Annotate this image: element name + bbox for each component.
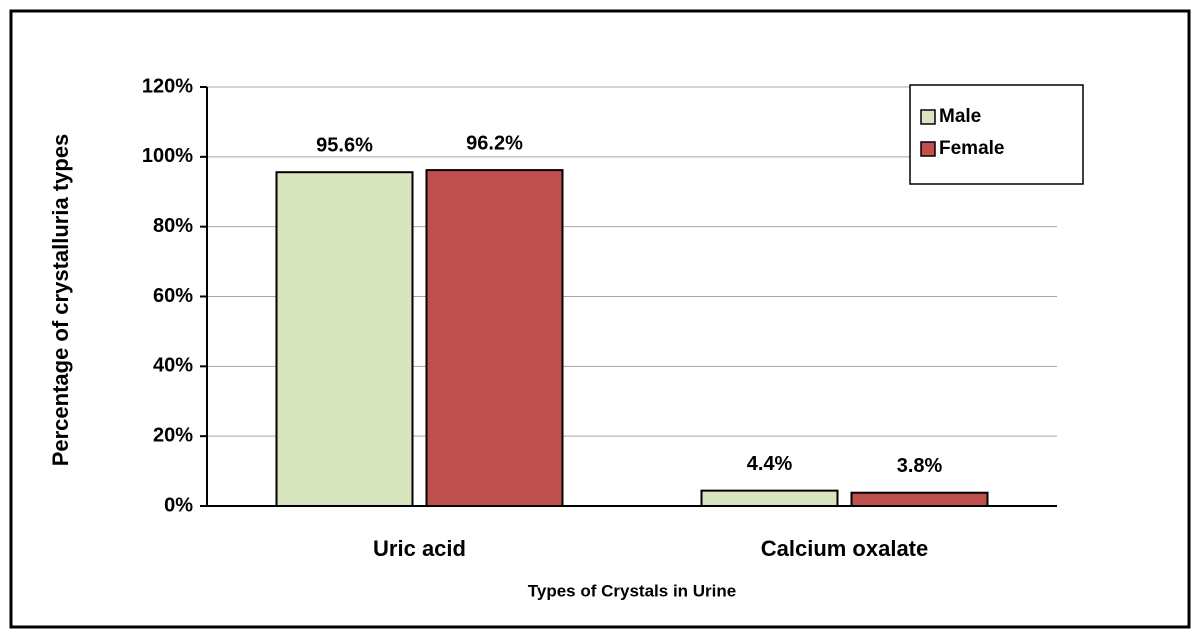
y-tick-label: 120% (142, 75, 193, 97)
x-tick-label: Uric acid (373, 536, 466, 561)
x-axis-title: Types of Crystals in Urine (528, 581, 736, 600)
legend-label: Female (939, 138, 1004, 159)
x-tick-label: Calcium oxalate (761, 536, 929, 561)
y-tick-label: 20% (153, 424, 193, 446)
y-axis-title: Percentage of crystalluria types (48, 134, 73, 467)
value-label: 95.6% (316, 134, 373, 156)
value-label: 3.8% (897, 455, 943, 477)
value-label: 4.4% (747, 453, 793, 475)
y-tick-label: 0% (164, 494, 193, 516)
bar (275, 171, 414, 508)
legend-swatch (920, 141, 936, 157)
legend-box (909, 84, 1084, 185)
y-tick-label: 60% (153, 285, 193, 307)
bar (425, 169, 564, 508)
bar (700, 489, 839, 507)
y-tick-label: 40% (153, 355, 193, 377)
legend-label: Male (939, 106, 981, 127)
y-tick-label: 100% (142, 145, 193, 167)
legend-swatch (920, 109, 936, 125)
bar (850, 491, 989, 507)
value-label: 96.2% (466, 132, 523, 154)
y-tick-label: 80% (153, 215, 193, 237)
